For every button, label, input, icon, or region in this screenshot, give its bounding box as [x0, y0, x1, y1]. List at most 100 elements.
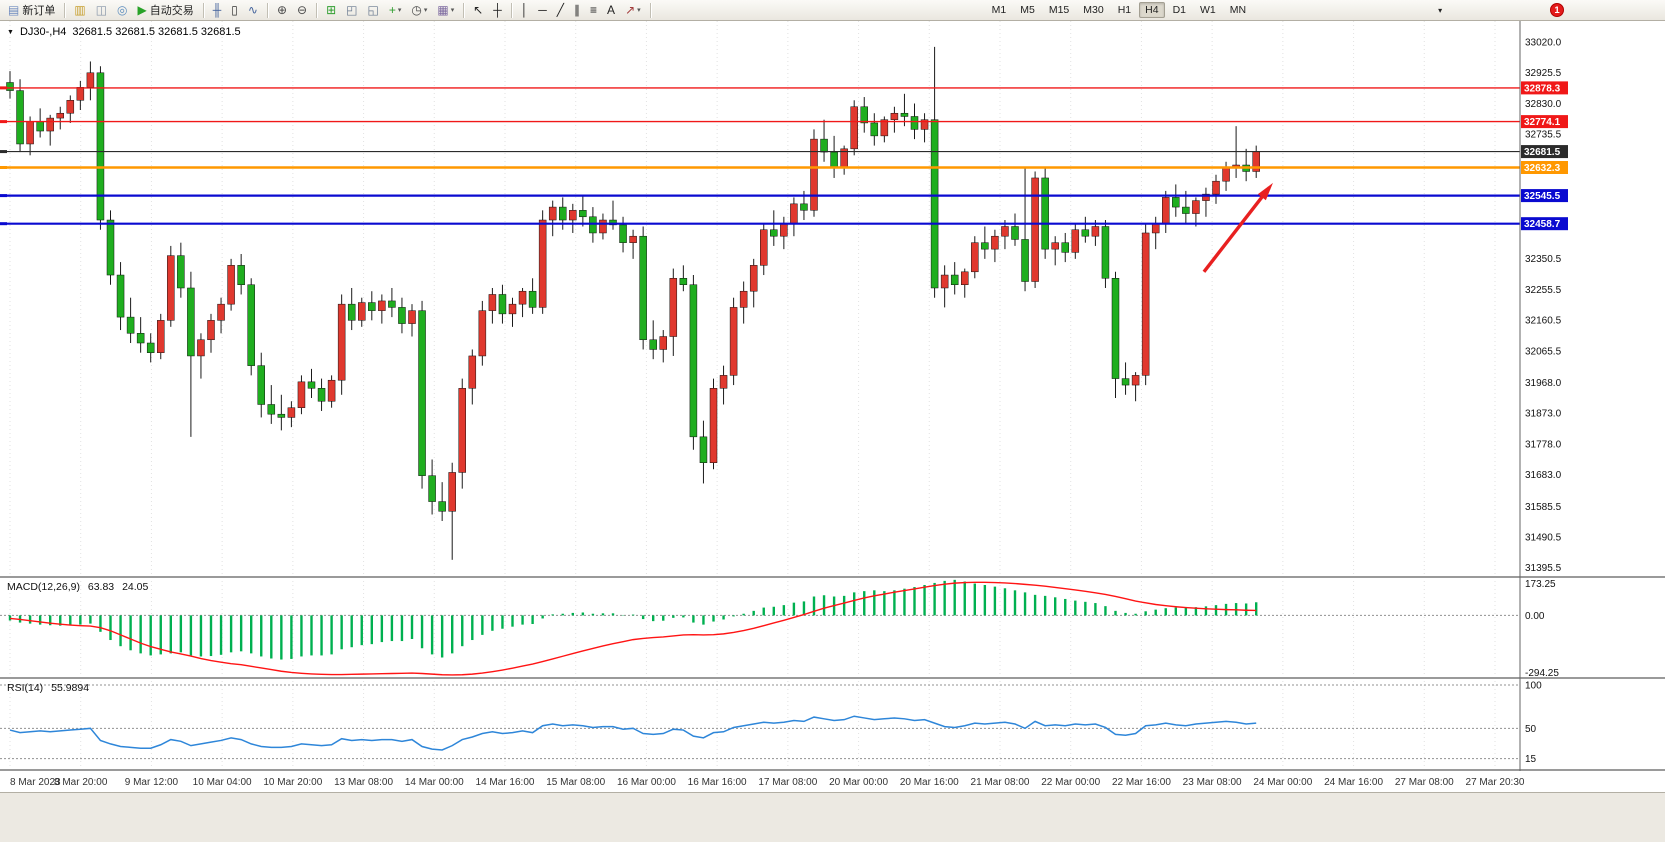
candle-body	[1182, 206, 1190, 214]
candle-body	[508, 303, 517, 315]
timeframe-m30-button[interactable]: M30	[1083, 4, 1104, 16]
candle-body	[760, 229, 768, 266]
candle-body	[157, 320, 165, 353]
zoom-out-button[interactable]: ⊖	[293, 0, 311, 20]
market-watch-icon[interactable]: ◎	[113, 0, 131, 20]
timeframe-d1-button[interactable]: D1	[1172, 4, 1187, 16]
text-tool-glyph: A	[607, 3, 616, 17]
arrows-tool-button[interactable]: ↗ ▾	[621, 0, 645, 20]
line-chart-icon[interactable]: ∿	[244, 0, 262, 20]
notification-badge[interactable]: 1	[1550, 3, 1564, 17]
x-axis-label: 14 Mar 16:00	[476, 777, 535, 788]
candle-body	[418, 310, 426, 476]
candle-body	[850, 106, 858, 150]
toolbar-overflow-caret[interactable]: ▾	[1438, 5, 1443, 15]
price-level-label-box	[1521, 145, 1568, 159]
price-level-label: 32458.7	[1524, 219, 1561, 230]
y-axis-label: 32160.5	[1525, 316, 1562, 327]
crosshair-tool-button[interactable]: ┼	[489, 0, 506, 20]
timeframe-m1-button[interactable]: M1	[991, 4, 1007, 16]
y-axis-label: 31683.0	[1525, 470, 1562, 481]
bar-chart-icon[interactable]: ╫	[209, 0, 226, 20]
chart-collapse-icon[interactable]: ▼	[7, 28, 14, 36]
candle-body	[347, 303, 356, 321]
candle-body	[1141, 232, 1150, 376]
price-level-label: 32545.5	[1524, 191, 1561, 202]
candle-body	[880, 119, 889, 137]
pane-separator[interactable]	[0, 576, 1665, 578]
candle-body	[1172, 197, 1180, 208]
candle-body	[559, 206, 567, 221]
periods-glyph: ◷	[411, 3, 422, 17]
candle-body	[327, 379, 336, 402]
cursor-tool-button[interactable]: ↖	[469, 0, 487, 20]
trend-arrow-annotation[interactable]	[1202, 186, 1271, 273]
candle-body	[579, 210, 587, 218]
y-axis-label: 32830.0	[1525, 99, 1562, 110]
candle-body	[257, 365, 265, 405]
toolbar-separator	[316, 2, 318, 18]
cascade-windows-icon-glyph: ◰	[346, 3, 358, 17]
templates-button[interactable]: ▦ ▾	[433, 0, 458, 20]
timeframe-toolbar: M1 M5 M15 M30 H1 H4 D1 W1 MN	[985, 2, 1253, 18]
macd-axis-label: -294.25	[1525, 668, 1559, 679]
x-axis-label: 27 Mar 08:00	[1395, 777, 1454, 788]
y-axis-label: 31490.5	[1525, 533, 1562, 544]
timeframe-h4-button[interactable]: H4	[1139, 2, 1165, 18]
candle-body	[820, 138, 828, 153]
channel-tool-button[interactable]: ∥	[570, 0, 584, 20]
new-order-glyph: ▤	[8, 3, 20, 17]
candle-body	[860, 106, 868, 124]
trendline-tool-glyph: ╱	[556, 3, 565, 17]
macd-indicator-label: MACD(12,26,9) 63.83 24.05	[7, 581, 153, 593]
candle-body	[609, 219, 617, 226]
candle-body	[116, 274, 125, 318]
periods-button[interactable]: ◷ ▾	[407, 0, 431, 20]
candle-body	[910, 116, 919, 130]
x-axis-label: 8 Mar 2023	[10, 777, 61, 788]
tile-windows-icon[interactable]: ⊞	[322, 0, 340, 20]
rsi-line	[9, 715, 1257, 751]
candle-body	[287, 407, 296, 418]
candle-body	[619, 224, 627, 243]
candle-body	[126, 316, 135, 334]
x-axis-label: 20 Mar 16:00	[900, 777, 959, 788]
candle-body	[830, 151, 838, 169]
x-axis-label: 10 Mar 20:00	[263, 777, 322, 788]
new-chart-button[interactable]: + ▾	[385, 0, 406, 20]
timeframe-w1-button[interactable]: W1	[1200, 4, 1216, 16]
candle-body	[1051, 242, 1059, 250]
vertical-line-tool-button[interactable]: │	[517, 0, 533, 20]
candle-body	[378, 300, 386, 311]
price-level-anchor	[0, 120, 7, 124]
expert-advisors-icon[interactable]: ▥	[70, 0, 89, 20]
candle-body	[478, 310, 487, 357]
timeframe-h1-button[interactable]: H1	[1117, 4, 1132, 16]
rsi-axis-label: 15	[1525, 754, 1537, 765]
pane-separator[interactable]	[0, 769, 1665, 771]
horizontal-line-tool-glyph: ─	[538, 3, 547, 17]
timeframe-m15-button[interactable]: M15	[1048, 4, 1070, 16]
macd-name: MACD(12,26,9)	[7, 581, 80, 593]
profiles-icon[interactable]: ◫	[92, 0, 111, 20]
new-order-button[interactable]: ▤ 新订单	[4, 0, 59, 20]
cascade-windows-icon[interactable]: ◰	[342, 0, 361, 20]
timeframe-mn-button[interactable]: MN	[1229, 4, 1247, 16]
tile-vertical-icon[interactable]: ◱	[363, 0, 382, 20]
autotrading-button[interactable]: ▶ 自动交易	[134, 0, 198, 20]
toolbar-separator	[266, 2, 268, 18]
candle-body	[940, 274, 949, 289]
zoom-in-button[interactable]: ⊕	[273, 0, 291, 20]
vertical-line-tool-glyph: │	[520, 3, 529, 17]
horizontal-line-tool-button[interactable]: ─	[534, 0, 551, 20]
candle-body	[649, 339, 657, 350]
pane-separator[interactable]	[0, 677, 1665, 679]
trendline-tool-button[interactable]: ╱	[553, 0, 568, 20]
candle-body	[930, 119, 939, 289]
candle-body	[1131, 375, 1140, 386]
text-tool-button[interactable]: A	[603, 0, 619, 20]
timeframe-m5-button[interactable]: M5	[1020, 4, 1035, 16]
candlestick-chart-icon[interactable]: ▯	[227, 0, 242, 20]
fibonacci-tool-button[interactable]: ≡	[586, 0, 601, 20]
x-axis-label: 22 Mar 16:00	[1112, 777, 1171, 788]
